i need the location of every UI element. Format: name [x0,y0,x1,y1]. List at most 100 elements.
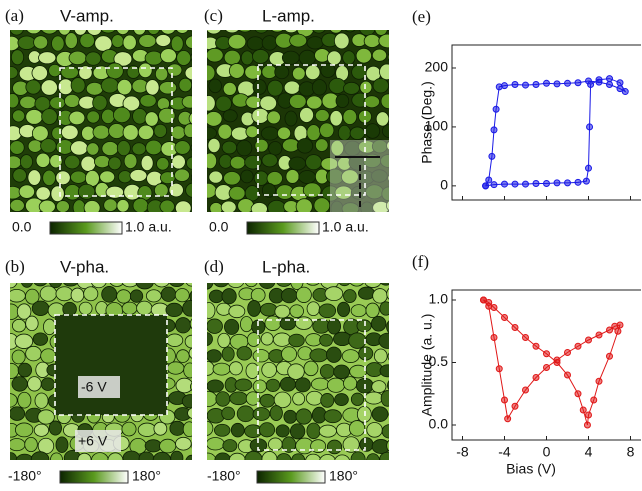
grain [68,50,87,66]
grain [43,318,56,336]
grain [326,346,342,363]
grain [183,362,192,379]
data-point [585,164,592,172]
grain [10,452,18,460]
grain [318,424,337,438]
grain [193,82,206,95]
grain [341,349,360,363]
grain [49,283,63,289]
grain [387,174,389,183]
grain [122,450,141,460]
grain [10,288,26,303]
grain [380,283,389,286]
grain [250,287,266,303]
grain [284,110,298,127]
grain [215,95,232,112]
grain [213,283,229,288]
grain [375,111,389,127]
grain [137,422,157,437]
grain [244,450,263,460]
panel-title: V-pha. [60,257,109,276]
grain [207,30,222,35]
grain [10,303,20,321]
grain [306,95,323,110]
data-point [511,402,519,410]
colorbar [59,470,129,484]
grain [10,35,20,52]
grain [207,391,218,407]
grain [228,185,246,201]
data-point [490,304,498,311]
data-point [511,180,519,188]
grain [371,380,387,394]
data-point [574,342,582,350]
grain [159,171,176,185]
grain [12,168,27,183]
grain [33,423,50,437]
grain [174,288,190,303]
grain [122,124,139,141]
grain [343,289,357,304]
grain [55,200,70,212]
grain [344,30,356,33]
y-tick-label: 100 [425,118,449,134]
grain [224,30,240,34]
grain [273,391,292,409]
grain [228,63,245,79]
grain [188,112,192,125]
grain [207,152,218,170]
grain [310,377,330,391]
grain [280,288,298,304]
grain [372,77,389,94]
grain [159,199,175,212]
data-point [490,181,498,189]
grain [222,82,237,96]
grain [107,452,124,460]
grain [207,64,216,82]
grain [295,408,313,425]
grain [11,318,27,333]
grain [381,424,389,439]
grain [333,32,350,50]
grain [41,30,58,35]
grain [27,139,43,153]
grain [221,406,236,421]
grain [156,157,170,171]
grain [174,200,192,212]
grain [279,376,296,392]
y-tick-label: 0.5 [429,353,449,369]
grain [291,453,306,460]
grain [101,108,116,125]
colorbar-min: 0.0 [12,219,32,235]
grain [185,454,192,460]
grain [86,110,100,124]
grain [388,83,389,89]
grain [311,79,327,96]
grain [348,420,366,437]
grain [25,315,39,332]
grain [176,349,190,363]
grain [175,317,192,334]
grain [185,182,192,198]
colorbar [49,221,123,235]
grain [166,361,185,375]
grain [38,199,56,212]
grain [64,32,78,50]
grain [160,30,176,35]
grain [145,289,162,303]
grain [319,122,335,139]
grain [93,155,111,169]
grain [381,124,389,138]
grain [334,454,351,460]
data-point [543,364,550,371]
grain [207,420,214,436]
grain [70,170,87,184]
grain [181,394,192,409]
grain [294,316,313,330]
grain [178,77,192,93]
colorbar [246,221,320,235]
grain [175,377,192,394]
grain [132,108,148,125]
grain [31,65,48,81]
grain [305,390,324,406]
